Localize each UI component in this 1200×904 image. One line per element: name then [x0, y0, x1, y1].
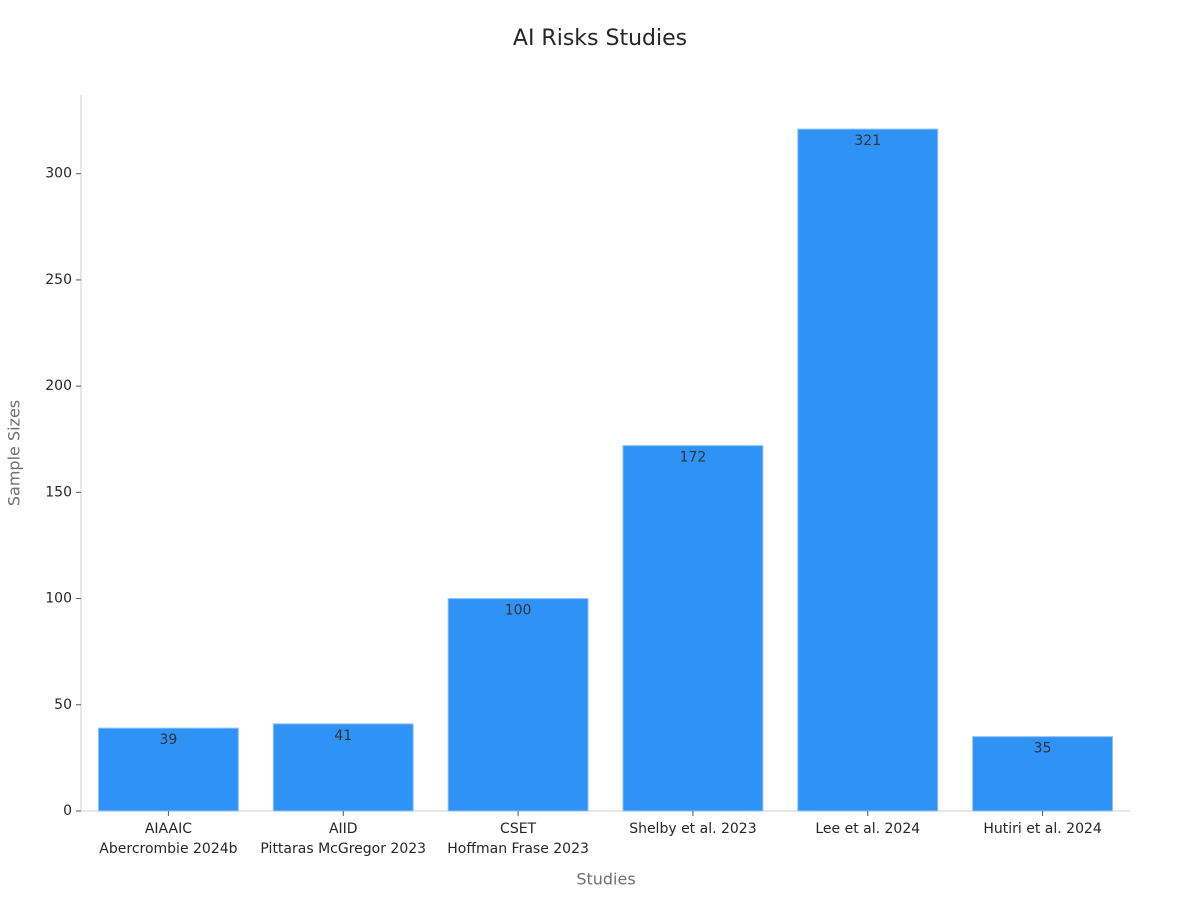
x-tick-label: Shelby et al. 2023	[629, 821, 756, 837]
bar	[272, 723, 414, 812]
x-tick-label: CSET Hoffman Frase 2023	[447, 821, 589, 857]
y-axis-label: Sample Sizes	[5, 400, 24, 506]
y-tick-label: 0	[63, 803, 72, 819]
value-label: 35	[1034, 741, 1052, 757]
bar	[97, 727, 239, 812]
y-tick-label: 50	[54, 697, 72, 713]
value-label: 100	[505, 603, 532, 619]
value-label: 39	[160, 732, 178, 748]
bar	[797, 128, 939, 812]
y-tick-label: 100	[45, 591, 72, 607]
x-tick-label: Hutiri et al. 2024	[983, 821, 1102, 837]
y-tick-label: 250	[45, 272, 72, 288]
value-label: 321	[854, 133, 881, 149]
y-tick-label: 150	[45, 484, 72, 500]
value-label: 172	[680, 450, 707, 466]
bar	[447, 598, 589, 812]
bar	[622, 445, 764, 812]
x-tick-label: Lee et al. 2024	[815, 821, 920, 837]
x-tick-label: AIID Pittaras McGregor 2023	[260, 821, 426, 857]
value-label: 41	[334, 728, 352, 744]
x-axis-label: Studies	[576, 870, 635, 889]
y-tick-label: 300	[45, 166, 72, 182]
bar	[972, 736, 1114, 812]
chart-title: AI Risks Studies	[513, 26, 687, 51]
y-tick-label: 200	[45, 378, 72, 394]
x-tick-label: AIAAIC Abercrombie 2024b	[99, 821, 237, 857]
